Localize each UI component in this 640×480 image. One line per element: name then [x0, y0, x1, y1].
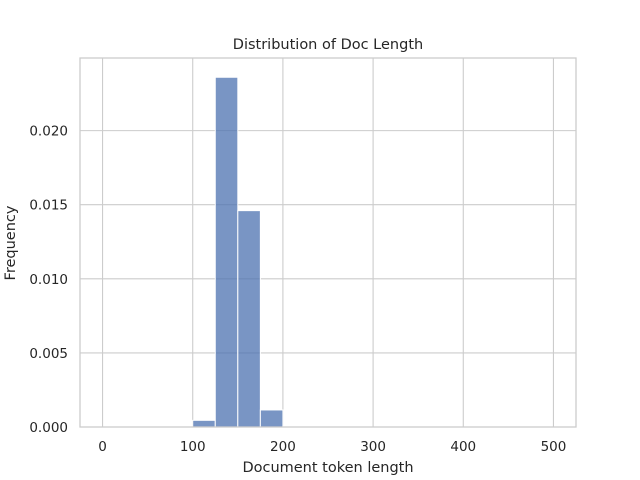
y-tick-label: 0.000 [29, 420, 68, 436]
x-tick-label: 400 [450, 439, 476, 455]
x-tick-label: 300 [360, 439, 386, 455]
x-tick-label: 100 [180, 439, 206, 455]
histogram-bar [259, 409, 284, 428]
y-axis-label: Frequency [3, 205, 19, 280]
y-tick-label: 0.005 [29, 346, 68, 362]
plot-frame [79, 57, 577, 428]
y-tick-label: 0.015 [29, 198, 68, 214]
x-tick-label: 200 [270, 439, 296, 455]
histogram-bar [214, 76, 239, 428]
bars-layer [192, 76, 306, 428]
x-tick-label: 0 [98, 439, 107, 455]
y-tick-label: 0.020 [29, 124, 68, 140]
y-tick-label: 0.010 [29, 272, 68, 288]
grid-layer [80, 58, 576, 428]
chart-title: Distribution of Doc Length [233, 37, 423, 53]
x-tick-labels: 0 100 200 300 400 500 [98, 439, 566, 455]
x-tick-label: 500 [541, 439, 567, 455]
histogram-bar [192, 419, 216, 428]
x-axis-label: Document token length [242, 460, 413, 476]
y-tick-labels: 0.000 0.005 0.010 0.015 0.020 [29, 124, 68, 436]
histogram-bar [237, 210, 261, 428]
